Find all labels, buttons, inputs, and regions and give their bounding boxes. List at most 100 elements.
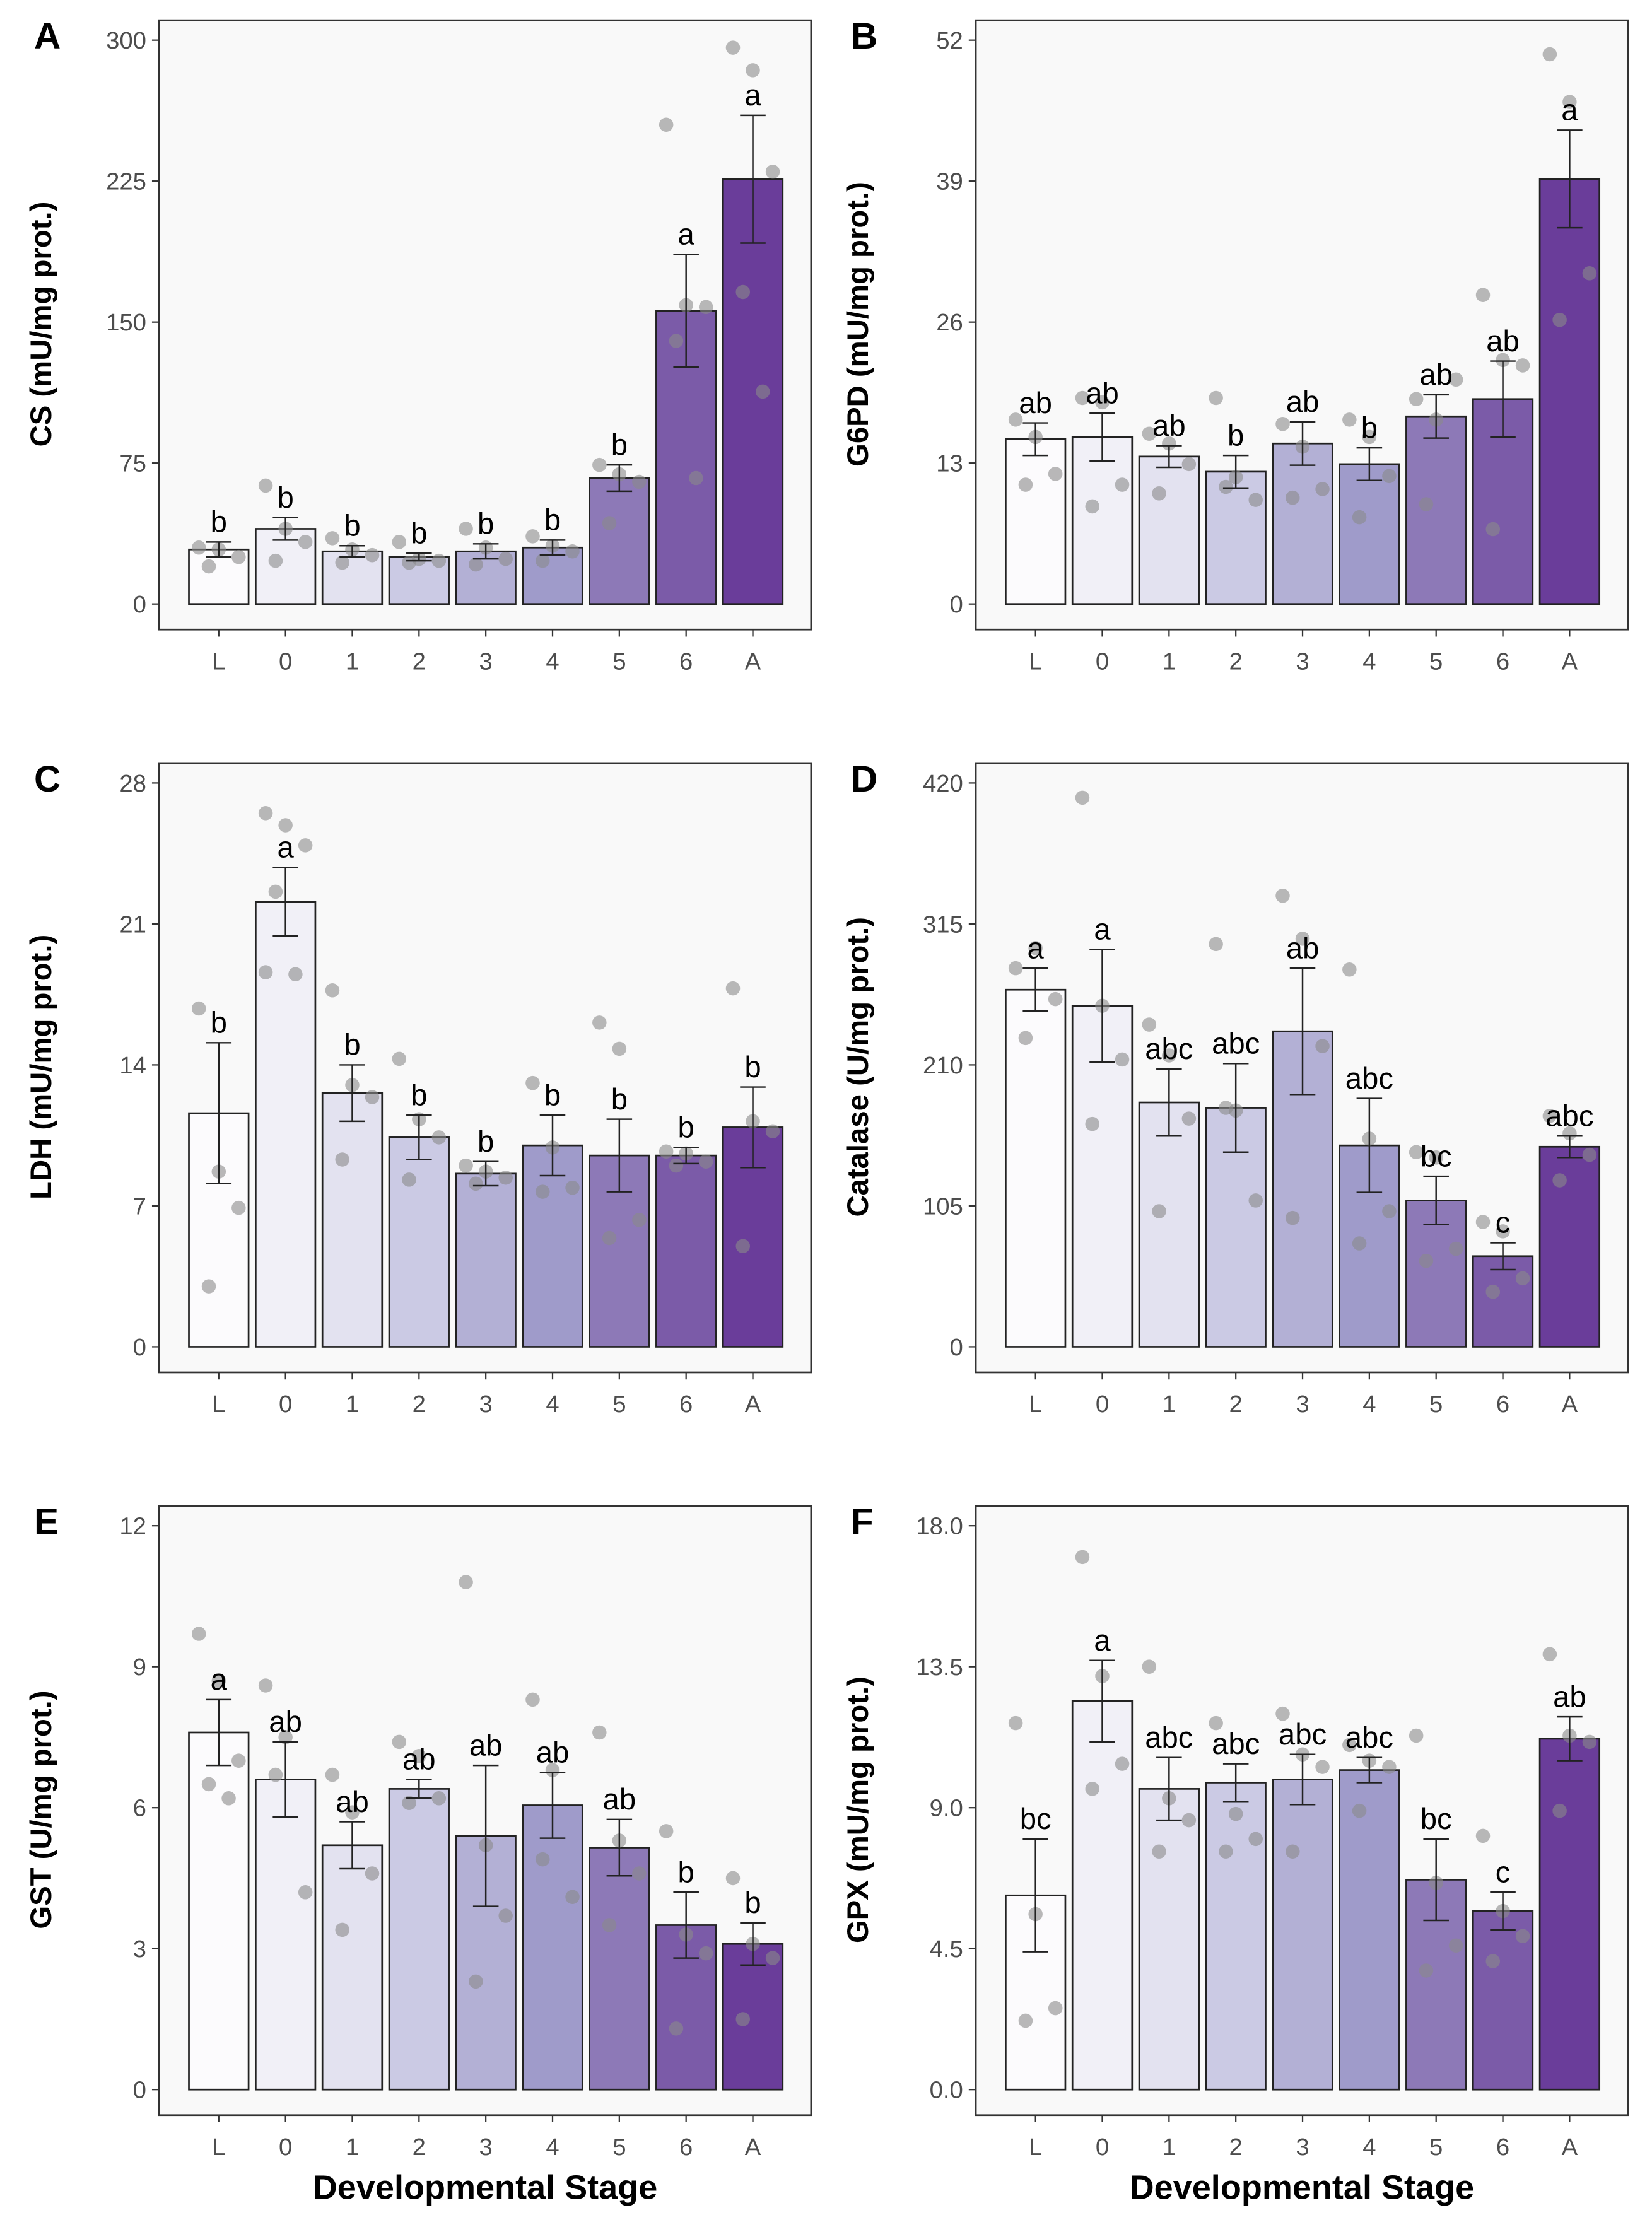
y-tick-label: 21 xyxy=(119,911,146,938)
data-point xyxy=(201,1279,216,1294)
data-point xyxy=(1515,1271,1530,1286)
significance-letter: ab xyxy=(1019,387,1052,420)
data-point xyxy=(258,806,273,821)
significance-letter: ab xyxy=(1486,325,1520,358)
x-tick-label: 4 xyxy=(546,1391,559,1418)
bar-2 xyxy=(388,1136,450,1348)
data-point xyxy=(1419,497,1434,511)
data-point xyxy=(325,531,340,546)
bar-A xyxy=(1538,1738,1601,2091)
bar-A xyxy=(1538,1145,1601,1348)
y-tick-label: 14 xyxy=(119,1052,146,1079)
data-point xyxy=(402,1172,416,1187)
bar-4 xyxy=(522,1144,583,1348)
data-point xyxy=(1382,1760,1397,1774)
data-point xyxy=(1342,1738,1357,1753)
significance-letter: ab xyxy=(536,1736,570,1770)
x-tick-label: 1 xyxy=(346,648,359,675)
data-point xyxy=(298,535,313,549)
data-point xyxy=(592,457,607,472)
data-point xyxy=(211,1673,226,1688)
x-tick-label: 2 xyxy=(1229,2134,1243,2161)
data-point xyxy=(1448,372,1463,387)
x-tick-label: 4 xyxy=(546,648,559,675)
x-tick-label: 6 xyxy=(1496,1391,1509,1418)
x-tick-label: 6 xyxy=(1496,648,1509,675)
x-tick-label: A xyxy=(745,2134,761,2161)
significance-letter: ab xyxy=(1553,1680,1586,1714)
x-tick-label: 5 xyxy=(1429,1391,1443,1418)
data-point xyxy=(365,1866,380,1881)
significance-letter: a xyxy=(744,79,761,112)
data-point xyxy=(231,549,246,564)
data-point xyxy=(392,1734,407,1750)
y-tick-label: 13.5 xyxy=(916,1654,963,1681)
data-point xyxy=(1142,426,1157,441)
y-tick-label: 210 xyxy=(923,1052,963,1079)
bar-0 xyxy=(254,1779,317,2091)
data-point xyxy=(498,551,513,566)
data-point xyxy=(756,384,770,399)
data-point xyxy=(592,1725,607,1740)
x-tick-label: 3 xyxy=(479,2134,493,2161)
significance-letter: b xyxy=(411,517,427,550)
data-point xyxy=(345,1805,360,1820)
data-point xyxy=(1295,932,1310,946)
data-point xyxy=(669,2021,684,2036)
data-point xyxy=(1209,1715,1223,1731)
bar-4 xyxy=(522,1804,583,2091)
x-tick-label: 3 xyxy=(1296,1391,1309,1418)
significance-letter: b xyxy=(678,1856,694,1890)
y-tick-label: 0.0 xyxy=(930,2077,963,2104)
data-point xyxy=(325,1767,340,1782)
x-tick-label: 2 xyxy=(413,648,426,675)
x-tick-label: 5 xyxy=(612,1391,626,1418)
x-tick-label: L xyxy=(1029,2134,1042,2161)
data-point xyxy=(1475,1215,1491,1229)
data-point xyxy=(725,40,741,55)
significance-letter: ab xyxy=(1286,932,1320,965)
significance-letter: b xyxy=(544,504,561,537)
significance-letter: b xyxy=(544,1078,561,1112)
data-point xyxy=(525,1075,540,1090)
significance-letter: ab xyxy=(1419,358,1453,392)
data-point xyxy=(278,1730,293,1744)
bar-5 xyxy=(589,1154,650,1348)
data-point xyxy=(746,63,760,78)
data-point xyxy=(698,1946,713,1961)
data-point xyxy=(1352,1803,1367,1818)
x-tick-label: 0 xyxy=(279,2134,292,2161)
y-tick-label: 39 xyxy=(936,168,963,196)
x-tick-label: L xyxy=(212,648,225,675)
data-point xyxy=(288,967,303,982)
data-point xyxy=(602,1918,617,1932)
data-point xyxy=(1115,1756,1130,1771)
bar-A xyxy=(722,178,784,605)
data-point xyxy=(1152,1844,1166,1859)
significance-letter: ab xyxy=(1086,377,1119,410)
y-tick-label: 150 xyxy=(106,309,146,336)
panel-A: A 0 75 150 225 300 CS (mU/mg prot.) b Lb 0 b 1 b 2 b 3 b… xyxy=(25,16,812,675)
data-point xyxy=(1315,1039,1330,1053)
x-tick-label: 1 xyxy=(346,1391,359,1418)
data-point xyxy=(1095,395,1110,410)
significance-letter: abc xyxy=(1545,1099,1593,1133)
y-tick-label: 300 xyxy=(106,27,146,54)
data-point xyxy=(545,1763,560,1777)
data-point xyxy=(725,981,741,996)
significance-letter: b xyxy=(1227,419,1244,452)
data-point xyxy=(1075,1550,1090,1565)
data-point xyxy=(659,117,674,132)
y-tick-label: 26 xyxy=(936,309,963,336)
bar-L xyxy=(1005,438,1067,605)
x-tick-label: 3 xyxy=(479,648,493,675)
data-point xyxy=(765,1124,780,1139)
data-point xyxy=(1181,1813,1197,1828)
bar-1 xyxy=(1138,455,1200,605)
bar-2 xyxy=(388,1788,450,2091)
y-tick-label: 0 xyxy=(133,1334,146,1361)
y-tick-label: 13 xyxy=(936,450,963,477)
data-point xyxy=(201,559,216,574)
data-point xyxy=(1485,522,1501,537)
significance-letter: bc xyxy=(1421,1140,1452,1173)
